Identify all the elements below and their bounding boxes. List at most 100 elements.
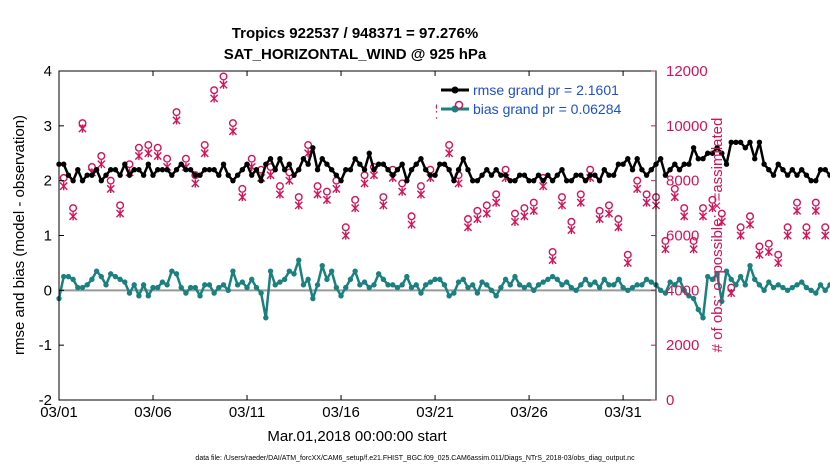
- bias-data-point: [390, 282, 396, 288]
- legend-rmse-marker: [451, 86, 459, 94]
- bias-data-point: [173, 271, 180, 277]
- rmse-data-point: [540, 177, 546, 184]
- obs-assimilated-point: [745, 220, 755, 229]
- rmse-data-point: [817, 167, 824, 173]
- rmse-data-point: [629, 167, 636, 173]
- data-file-footnote: data file: /Users/raeder/DAI/ATM_forcXX/…: [195, 455, 635, 462]
- bias-data-point: [709, 276, 716, 283]
- bias-data-point: [719, 298, 725, 304]
- rmse-data-point: [263, 161, 269, 167]
- obs-possible-point: [642, 190, 651, 199]
- rmse-data-point: [390, 172, 396, 178]
- rmse-data-point: [775, 161, 781, 167]
- bias-data-point: [794, 282, 800, 288]
- obs-possible-point: [322, 187, 331, 196]
- obs-assimilated-point: [529, 206, 538, 215]
- rmse-data-point: [714, 145, 720, 151]
- obs-possible-point: [341, 223, 350, 232]
- obs-possible-point: [172, 108, 181, 117]
- rmse-data-point: [216, 172, 222, 178]
- bias-data-point: [267, 268, 274, 274]
- bias-data-point: [352, 268, 358, 274]
- obs-assimilated-point: [595, 214, 604, 224]
- bias-data-point: [733, 282, 739, 288]
- chart-title: Tropics 922537 / 948371 = 97.276%: [232, 25, 478, 42]
- bias-data-point: [752, 276, 758, 283]
- obs-possible-point: [416, 182, 425, 191]
- rmse-data-point: [606, 172, 612, 178]
- rmse-data-point: [658, 156, 664, 162]
- obs-assimilated-point: [210, 94, 219, 103]
- obs-possible-point: [783, 223, 792, 232]
- bias-data-point: [145, 293, 152, 299]
- obs-possible-point: [116, 201, 125, 210]
- rmse-data-point: [98, 177, 105, 184]
- bias-data-point: [291, 271, 297, 277]
- rmse-data-point: [643, 172, 650, 178]
- obs-possible-point: [510, 209, 519, 218]
- rmse-data-point: [700, 156, 706, 162]
- rmse-data-point: [733, 139, 739, 145]
- bias-data-point: [545, 276, 551, 283]
- rmse-data-point: [709, 150, 716, 156]
- y-tick-label: -2: [39, 392, 52, 409]
- bias-data-point: [70, 276, 76, 283]
- obs-possible-point: [604, 201, 613, 210]
- bias-data-point: [65, 273, 72, 280]
- rmse-data-point: [587, 172, 593, 178]
- bias-data-point: [639, 282, 645, 288]
- obs-assimilated-point: [614, 223, 623, 232]
- rmse-data-point: [521, 172, 528, 178]
- obs-possible-point: [680, 204, 689, 213]
- rmse-data-point: [328, 167, 335, 173]
- obs-possible-point: [492, 190, 501, 199]
- bias-data-point: [136, 293, 142, 299]
- bias-data-point: [427, 279, 434, 285]
- bias-data-point: [155, 284, 161, 291]
- bias-data-point: [117, 276, 123, 283]
- obs-assimilated-point: [736, 231, 745, 240]
- obs-possible-point: [755, 242, 764, 251]
- bias-data-point: [150, 284, 156, 291]
- rmse-data-point: [281, 167, 288, 173]
- obs-assimilated-point: [680, 212, 689, 221]
- rmse-data-point: [479, 172, 485, 178]
- rmse-data-point: [136, 167, 142, 173]
- rmse-data-point: [277, 156, 283, 162]
- bias-data-point: [705, 273, 711, 280]
- plot-area: [59, 71, 656, 400]
- obs-possible-point: [163, 154, 172, 163]
- rmse-data-point: [418, 156, 424, 162]
- bias-data-point: [479, 279, 485, 285]
- bias-data-point: [601, 276, 607, 283]
- bias-data-point: [98, 273, 105, 280]
- bias-data-point: [484, 282, 490, 288]
- rmse-data-point: [244, 161, 250, 167]
- obs-assimilated-point: [821, 231, 830, 240]
- obs-assimilated-point: [717, 217, 726, 226]
- bias-data-point: [512, 273, 518, 280]
- rmse-data-point: [159, 167, 166, 173]
- bias-data-point: [404, 273, 410, 280]
- rmse-data-point: [187, 167, 194, 173]
- rmse-data-point: [300, 156, 307, 162]
- rmse-data-point: [737, 139, 744, 145]
- obs-possible-point: [821, 223, 830, 232]
- obs-possible-point: [219, 72, 228, 81]
- y-axis-label: rmse and bias (model - observation): [11, 115, 28, 355]
- x-tick-label: 03/21: [416, 404, 454, 421]
- chart-subtitle: SAT_HORIZONTAL_WIND @ 925 hPa: [224, 46, 487, 63]
- bias-data-point: [799, 279, 805, 285]
- bias-data-point: [249, 276, 255, 283]
- rmse-data-point: [253, 167, 260, 173]
- x-tick-label: 03/11: [229, 404, 265, 421]
- obs-assimilated-point: [360, 179, 369, 188]
- bias-data-point: [587, 282, 593, 288]
- bias-data-point: [761, 287, 767, 294]
- obs-assimilated-point: [557, 201, 567, 210]
- rmse-data-point: [385, 167, 391, 173]
- obs-assimilated-point: [238, 193, 247, 202]
- rmse-data-point: [305, 161, 311, 167]
- bias-data-point: [413, 282, 419, 288]
- obs-assimilated-point: [548, 256, 557, 265]
